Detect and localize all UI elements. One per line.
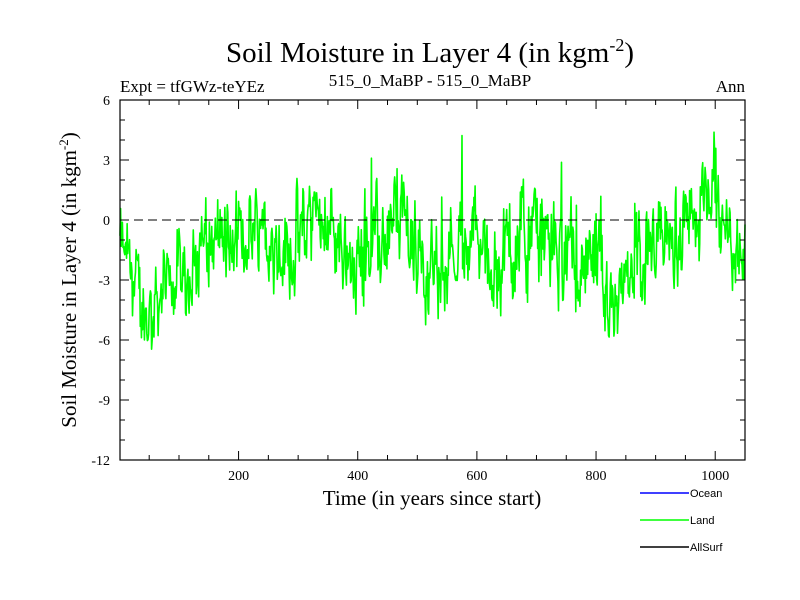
x-axis-label: Time (in years since start) [323,486,542,510]
subtitle-period: 515_0_MaBP - 515_0_MaBP [329,71,531,90]
x-tick-label: 400 [347,469,368,484]
y-axis-label: Soil Moisture in Layer 4 (in kgm-2) [56,132,81,427]
y-tick-label: -3 [98,274,110,289]
x-axis-ticks: 200 400 600 800 1000 [148,100,746,484]
y-tick-label: 0 [103,214,110,229]
y-tick-label: -12 [91,454,110,469]
plot-series [119,131,746,350]
y-tick-label: -9 [98,394,110,409]
legend-label-ocean: Ocean [690,488,722,500]
legend-entry-allsurf: AllSurf [640,542,723,554]
legend-entry-ocean: Ocean [640,488,722,500]
chart-title: Soil Moisture in Layer 4 (in kgm-2) [226,35,634,69]
legend-label-land: Land [690,515,714,527]
y-tick-label: -6 [98,334,110,349]
legend-label-allsurf: AllSurf [690,542,723,554]
y-tick-label: 3 [103,154,110,169]
x-tick-label: 800 [586,469,607,484]
subtitle-experiment: Expt = tfGWz-teYEz [120,77,265,96]
x-tick-label: 600 [466,469,487,484]
y-tick-label: 6 [103,94,110,109]
series-line-land [119,131,746,350]
subtitle-season: Ann [716,77,746,96]
y-axis-ticks: 6 3 0 -3 -6 -9 -12 [91,94,745,469]
legend-entry-land: Land [640,515,714,527]
x-tick-label: 1000 [701,469,729,484]
x-tick-label: 200 [228,469,249,484]
legend: Ocean Land AllSurf [640,488,723,554]
